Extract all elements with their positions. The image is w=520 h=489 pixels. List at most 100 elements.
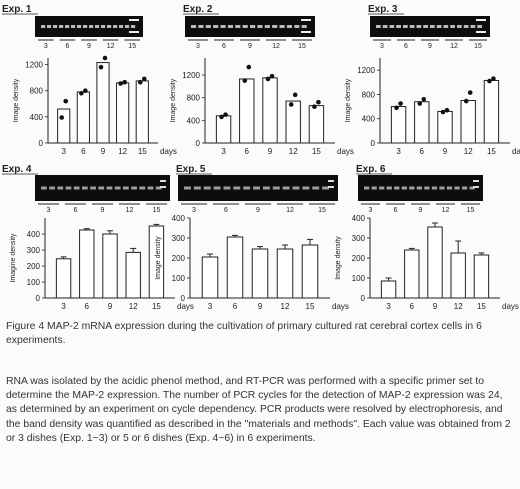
gel-band bbox=[198, 25, 204, 28]
gel-ladder-band bbox=[476, 31, 486, 33]
gel-band bbox=[83, 25, 88, 28]
gel-band bbox=[436, 25, 442, 28]
gel-band bbox=[242, 25, 248, 28]
gel-lane-label: 9 bbox=[87, 43, 91, 50]
data-point bbox=[219, 114, 224, 120]
gel-band bbox=[139, 186, 146, 190]
x-unit-label: days bbox=[502, 302, 519, 311]
gel-ladder-band bbox=[476, 19, 486, 21]
y-tick-label: 800 bbox=[187, 94, 201, 103]
figure-caption: Figure 4 MAP-2 mRNA expression during th… bbox=[6, 321, 482, 347]
bar bbox=[102, 233, 118, 299]
gel-band bbox=[279, 25, 285, 28]
gel-band bbox=[233, 186, 241, 190]
y-axis-label: Image density bbox=[345, 78, 352, 122]
bar bbox=[96, 62, 110, 144]
y-axis-label: Image density bbox=[170, 78, 177, 122]
y-tick-label: 800 bbox=[30, 87, 44, 96]
x-tick-label: 3 bbox=[61, 147, 66, 156]
gel-ladder-band bbox=[473, 180, 479, 182]
data-point bbox=[417, 101, 423, 106]
gel-band bbox=[203, 186, 211, 190]
gel-lane-label: 3 bbox=[196, 43, 200, 50]
y-tick-label: 1200 bbox=[25, 61, 43, 70]
x-unit-label: days bbox=[512, 147, 520, 156]
data-point bbox=[269, 73, 275, 79]
gel-lane-label: 12 bbox=[450, 43, 458, 50]
x-unit-label: days bbox=[160, 147, 177, 156]
y-tick-label: 100 bbox=[352, 274, 366, 283]
x-tick-label: 15 bbox=[152, 302, 161, 311]
gel-band bbox=[371, 186, 377, 190]
data-point bbox=[288, 102, 294, 107]
gel-band bbox=[272, 25, 278, 28]
x-tick-label: 12 bbox=[118, 147, 127, 156]
y-tick-label: 1200 bbox=[182, 71, 200, 80]
y-tick-label: 200 bbox=[172, 254, 186, 263]
gel-lane-label: 3 bbox=[380, 43, 384, 50]
gel-lane-label: 12 bbox=[107, 43, 115, 50]
x-tick-label: 12 bbox=[281, 302, 290, 311]
gel-ladder-band bbox=[328, 186, 334, 188]
bar bbox=[125, 251, 141, 299]
x-tick-label: 12 bbox=[289, 147, 298, 156]
x-tick-label: 9 bbox=[101, 147, 106, 156]
y-tick-label: 300 bbox=[27, 246, 41, 255]
gel-lane-label: 3 bbox=[44, 43, 48, 50]
gel-ladder-band bbox=[328, 180, 334, 182]
gel-band bbox=[294, 25, 300, 28]
gel-band bbox=[98, 186, 105, 190]
bar bbox=[473, 254, 490, 299]
gel-band bbox=[113, 25, 118, 28]
gel-band bbox=[450, 25, 455, 28]
gel-lane-label: 12 bbox=[272, 43, 280, 50]
gel-band bbox=[90, 186, 96, 190]
gel-band bbox=[114, 186, 121, 190]
gel-ladder-band bbox=[129, 31, 139, 33]
bar bbox=[450, 252, 466, 299]
gel-band bbox=[125, 25, 130, 28]
x-tick-label: 15 bbox=[312, 147, 321, 156]
gel-band bbox=[184, 186, 191, 190]
bar bbox=[135, 80, 149, 144]
x-tick-label: 6 bbox=[420, 147, 425, 156]
x-tick-label: 15 bbox=[487, 147, 496, 156]
gel-band bbox=[73, 186, 80, 190]
x-tick-label: 9 bbox=[258, 302, 263, 311]
x-tick-label: 3 bbox=[61, 302, 66, 311]
gel-band bbox=[101, 25, 106, 28]
gel-band bbox=[454, 186, 460, 190]
data-point bbox=[394, 105, 399, 111]
gel-band bbox=[430, 25, 435, 28]
gel-band bbox=[364, 186, 370, 190]
gel-band bbox=[243, 186, 251, 190]
gel-band bbox=[282, 186, 290, 190]
gel-band bbox=[53, 25, 58, 28]
y-tick-label: 300 bbox=[352, 234, 366, 243]
bar bbox=[215, 115, 232, 144]
x-tick-label: 12 bbox=[464, 147, 473, 156]
gel-band bbox=[382, 25, 388, 28]
gel-lane-label: 12 bbox=[442, 207, 450, 214]
x-tick-label: 9 bbox=[433, 302, 438, 311]
data-point bbox=[398, 101, 403, 106]
y-tick-label: 0 bbox=[39, 139, 44, 148]
gel-band bbox=[286, 25, 293, 28]
gel-ladder-band bbox=[301, 19, 311, 21]
gel-band bbox=[477, 25, 482, 28]
gel-ladder-band bbox=[160, 186, 166, 188]
gel-lane-label: 15 bbox=[128, 43, 136, 50]
x-tick-label: 3 bbox=[208, 302, 213, 311]
gel-band bbox=[49, 186, 55, 190]
bar bbox=[380, 280, 397, 299]
data-point bbox=[246, 64, 252, 70]
gel-lane-label: 15 bbox=[318, 207, 326, 214]
data-point bbox=[63, 98, 69, 104]
gel-band bbox=[470, 25, 476, 28]
y-tick-label: 400 bbox=[172, 214, 186, 223]
gel-band bbox=[396, 25, 401, 28]
gel-lane-label: 6 bbox=[404, 43, 408, 50]
gel-band bbox=[416, 25, 422, 28]
x-tick-label: 9 bbox=[268, 147, 273, 156]
bar bbox=[226, 236, 244, 299]
